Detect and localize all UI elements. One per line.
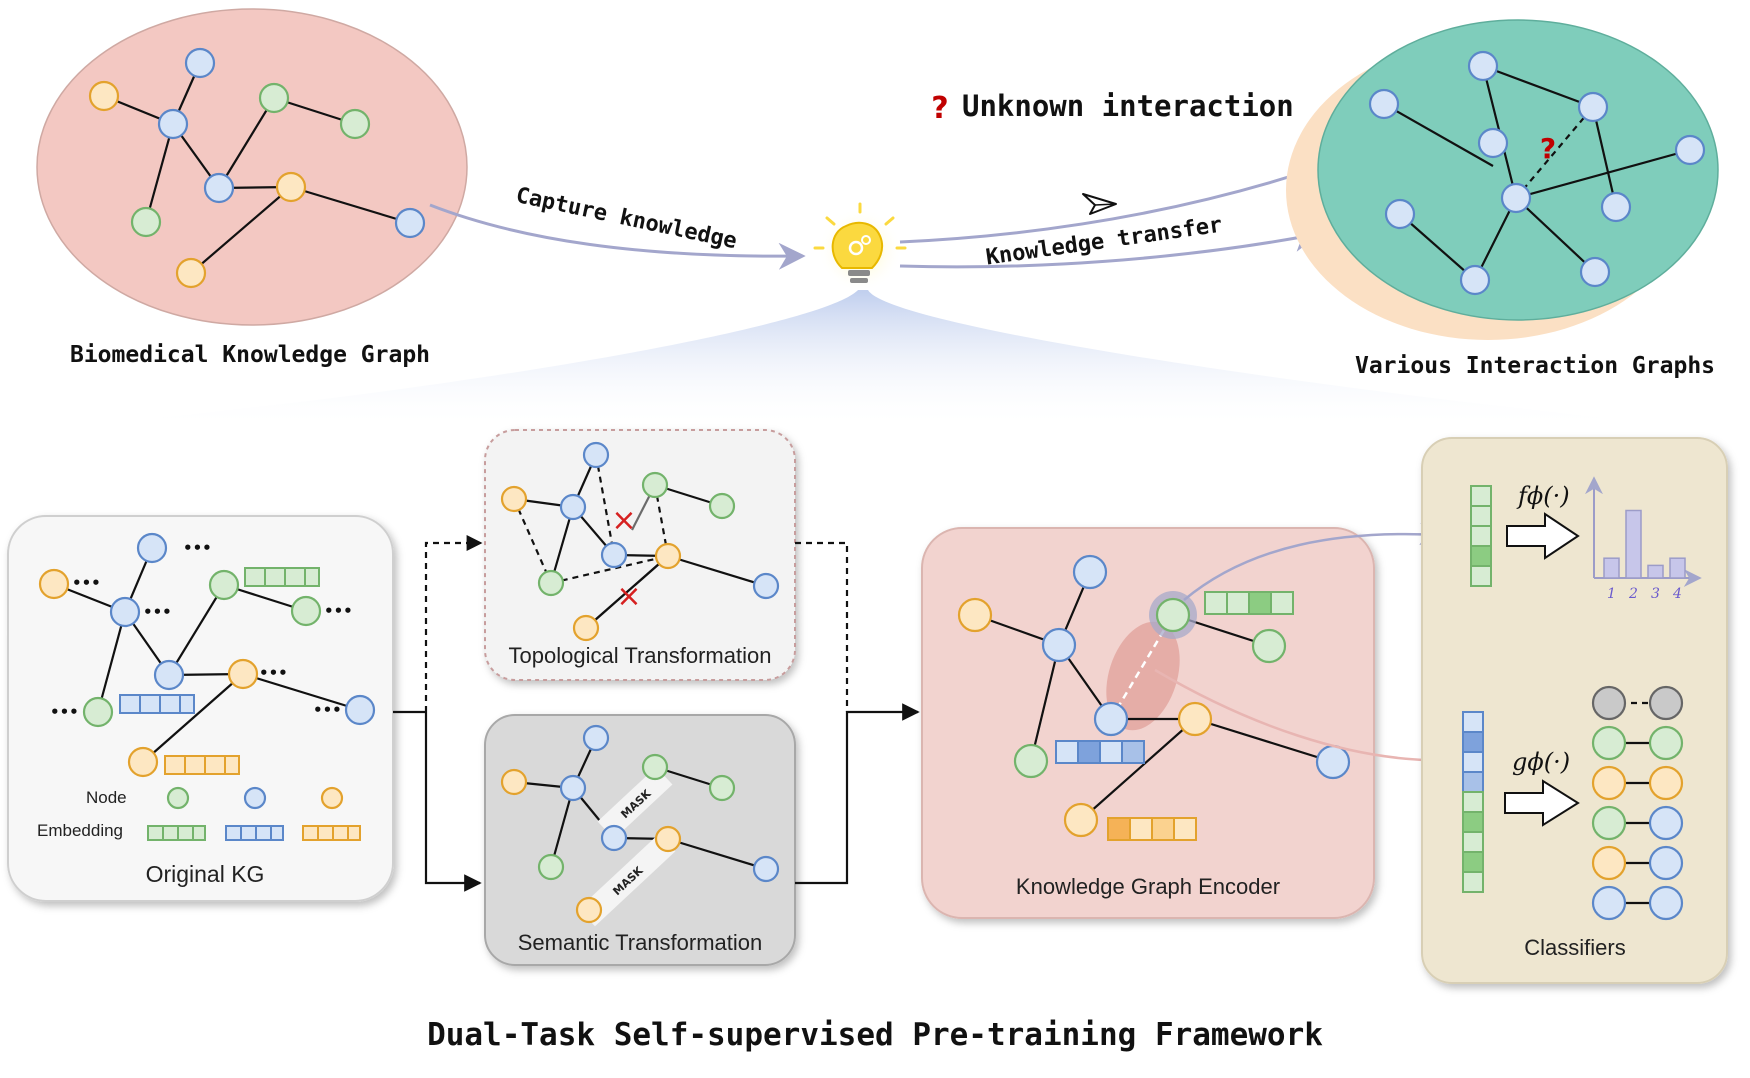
ellipsis-5: ••• (259, 664, 288, 682)
ellipsis-3: ••• (143, 603, 172, 621)
legend-node-label: Node (86, 788, 127, 807)
f-arrow (1183, 522, 1443, 601)
question-mark-icon: ? (931, 91, 948, 126)
original-kg-panel (7, 515, 394, 902)
cut-edge-mark: × (616, 579, 641, 614)
bar-tick-4: 4 (1672, 586, 1682, 602)
transfer-arrow-1 (899, 158, 1335, 244)
legend-node-orange (320, 786, 344, 810)
bar-tick-3: 3 (1651, 586, 1660, 602)
legend-embedding-blue (225, 825, 284, 841)
lightbulb-gear-icon (813, 202, 907, 292)
ellipsis-6: ••• (50, 703, 79, 721)
question-mark-icon: ? (1540, 132, 1556, 165)
topological-label: Topological Transformation (509, 643, 772, 668)
cut-edge-mark: × (611, 503, 636, 538)
f-phi-label: fϕ(·) (1516, 482, 1570, 510)
legend-embedding-label: Embedding (37, 821, 123, 840)
bar-tick-1: 1 (1607, 586, 1616, 602)
topological-panel: × × (484, 429, 796, 681)
original-kg-label: Original KG (146, 861, 265, 887)
capture-arrow (429, 203, 806, 270)
g-phi-label: gϕ(·) (1512, 748, 1570, 776)
bar-tick-2: 2 (1628, 586, 1638, 602)
transfer-arrow-2 (899, 225, 1321, 269)
encoder-label: Knowledge Graph Encoder (1016, 874, 1280, 899)
bar-3 (1647, 564, 1664, 579)
capture-knowledge-label: Capture knowledge (514, 183, 739, 254)
f-arrow-icon (1506, 512, 1580, 560)
semantic-panel: MASK MASK (484, 714, 796, 966)
framework-title: Dual-Task Self-supervised Pre-training F… (427, 1017, 1323, 1053)
ellipsis-4: ••• (324, 602, 353, 620)
paper-plane-icon (1082, 193, 1117, 215)
encoder-panel (921, 527, 1375, 919)
zoom-cone (40, 290, 1710, 428)
legend-embedding-green (147, 825, 206, 841)
bar-4 (1669, 557, 1686, 579)
interaction-graphs: ? (1286, 19, 1719, 340)
bar-1 (1603, 557, 1620, 579)
g-arrow-icon (1504, 779, 1580, 827)
g-arrow (1154, 668, 1461, 773)
legend-node-green (166, 786, 190, 810)
classifiers-label: Classifiers (1524, 935, 1625, 960)
ellipsis-2: ••• (72, 574, 101, 592)
semantic-label: Semantic Transformation (518, 930, 763, 955)
various-graphs-label: Various Interaction Graphs (1355, 353, 1715, 379)
legend-node-blue (243, 786, 267, 810)
legend-embedding-orange (302, 825, 361, 841)
biomedical-kg (36, 8, 468, 326)
biomedical-kg-label: Biomedical Knowledge Graph (70, 342, 430, 368)
unknown-interaction-label: Unknown interaction (962, 89, 1294, 123)
ellipsis-1: ••• (183, 539, 212, 557)
bar-2 (1625, 509, 1642, 579)
ellipsis-7: ••• (313, 701, 342, 719)
